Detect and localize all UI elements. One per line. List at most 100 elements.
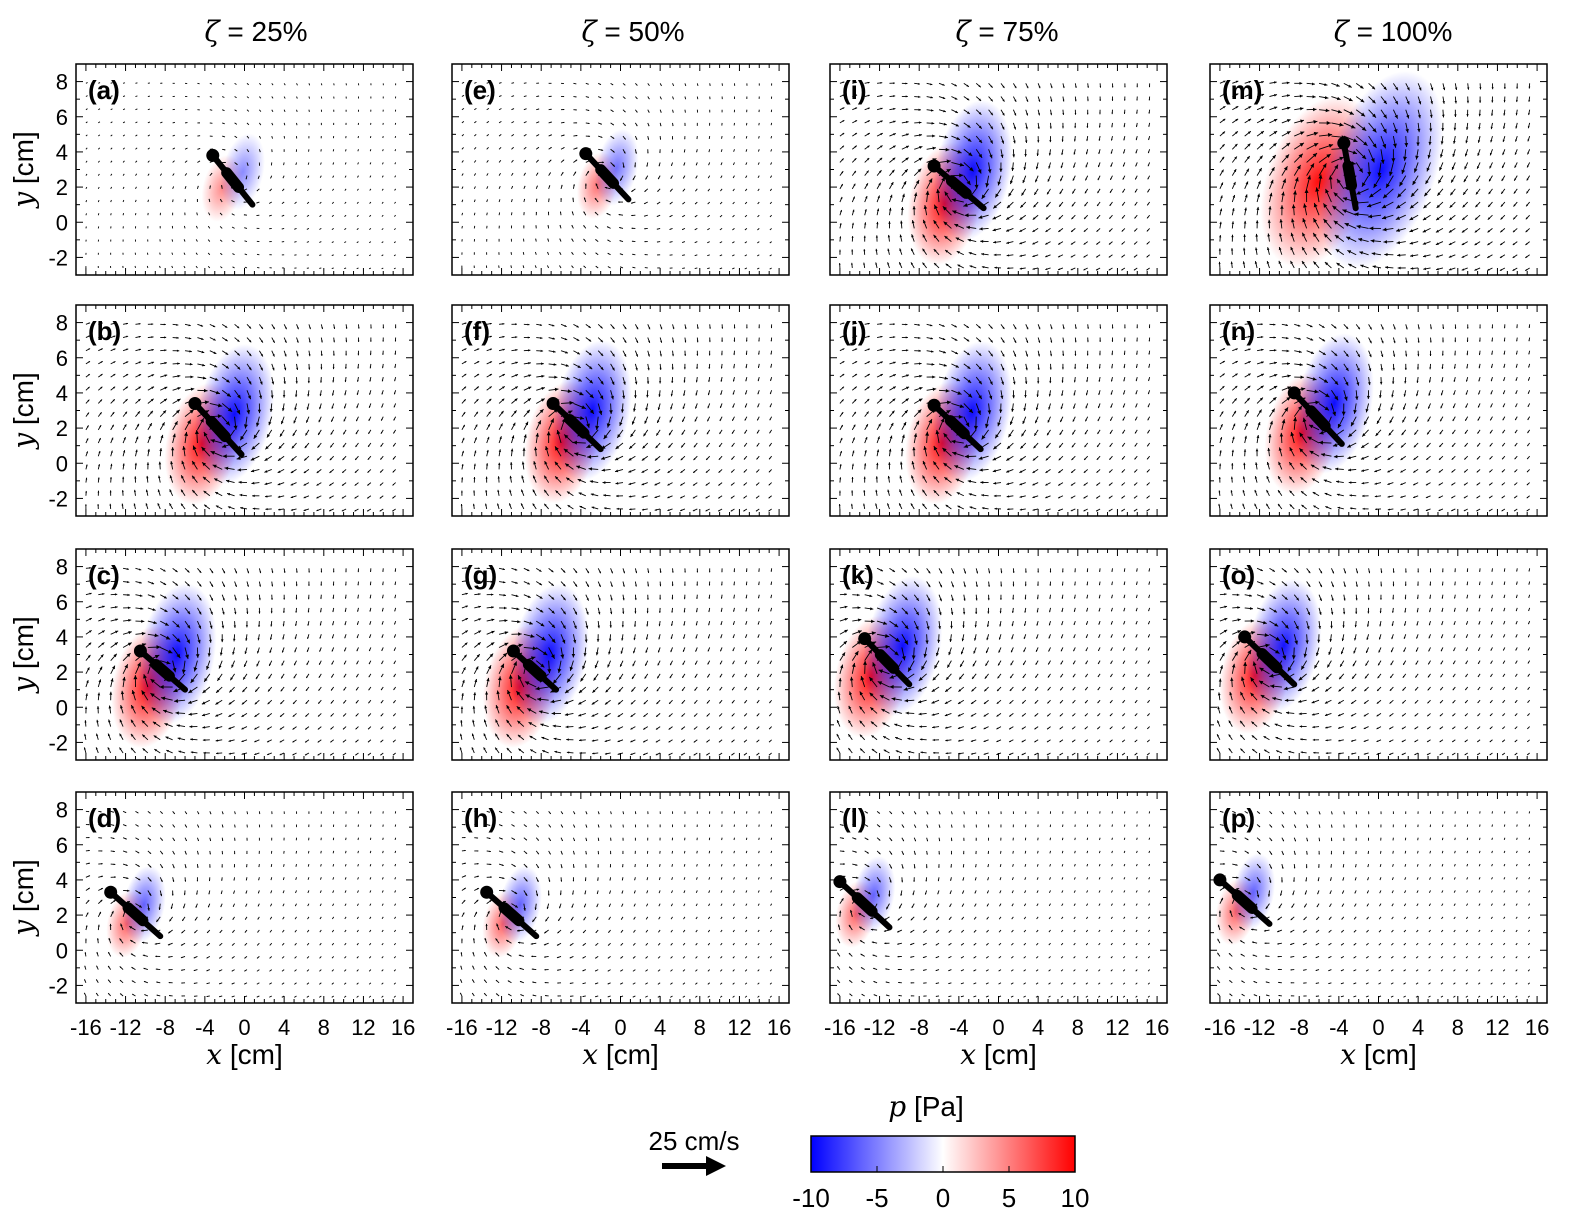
velocity-arrow-head (601, 149, 604, 151)
velocity-arrow (473, 160, 477, 163)
velocity-arrow-head (461, 693, 464, 696)
velocity-arrow-head (270, 624, 273, 627)
velocity-arrow-head (721, 327, 724, 329)
velocity-arrow-head (188, 712, 192, 716)
velocity-arrow-head (193, 667, 198, 672)
velocity-arrow (345, 850, 347, 854)
velocity-arrow-head (147, 908, 150, 911)
velocity-arrow-head (156, 981, 158, 983)
velocity-arrow-head (768, 496, 771, 499)
velocity-arrow (356, 241, 359, 244)
velocity-arrow-head (567, 389, 572, 394)
panel-label: (a) (88, 75, 120, 105)
velocity-arrow-head (604, 702, 608, 705)
velocity-arrow (394, 877, 397, 880)
velocity-arrow-head (125, 851, 128, 853)
velocity-arrow-head (682, 419, 685, 422)
velocity-arrow-head (660, 124, 662, 127)
velocity-arrow-head (135, 436, 139, 440)
velocity-arrow-head (208, 639, 212, 643)
velocity-arrow (294, 995, 297, 998)
velocity-arrow-head (259, 381, 263, 385)
velocity-arrow-head (544, 503, 547, 507)
velocity-arrow-head (464, 335, 467, 338)
velocity-arrow (282, 916, 285, 920)
velocity-arrow-head (547, 238, 549, 240)
velocity-arrow-head (247, 395, 251, 400)
x-tick-label: -12 (110, 1015, 142, 1040)
velocity-arrow-head (354, 509, 357, 512)
velocity-arrow (769, 241, 772, 244)
velocity-arrow-head (237, 366, 241, 370)
velocity-arrow-head (524, 681, 530, 686)
velocity-arrow (281, 214, 285, 217)
velocity-arrow (707, 241, 710, 244)
velocity-arrow (207, 252, 211, 256)
velocity-arrow-head (461, 464, 464, 467)
velocity-arrow-head (474, 437, 477, 440)
velocity-arrow-head (682, 202, 684, 205)
velocity-arrow-head (588, 352, 592, 356)
velocity-arrow-head (333, 340, 335, 343)
velocity-arrow-head (124, 411, 128, 415)
velocity-arrow-head (190, 738, 193, 741)
velocity-arrow-head (489, 373, 492, 377)
velocity-arrow-head (619, 240, 621, 242)
velocity-arrow-head (619, 253, 622, 255)
velocity-arrow-head (331, 649, 334, 652)
velocity-arrow-head (530, 749, 533, 752)
velocity-arrow-head (138, 891, 142, 894)
velocity-arrow-head (164, 336, 167, 339)
velocity-arrow (393, 254, 396, 257)
velocity-arrow-head (512, 173, 514, 175)
velocity-arrow-head (241, 740, 244, 743)
velocity-arrow-head (564, 434, 569, 439)
velocity-arrow (720, 162, 723, 166)
velocity-arrow-head (218, 665, 222, 669)
velocity-arrow-head (379, 483, 382, 486)
velocity-arrow-head (602, 481, 606, 485)
velocity-arrow (769, 267, 772, 270)
velocity-arrow-head (183, 906, 185, 909)
velocity-arrow-head (120, 923, 123, 927)
velocity-arrow-head (591, 701, 595, 705)
velocity-arrow-head (393, 701, 395, 704)
velocity-arrow-head (109, 923, 112, 927)
velocity-arrow (369, 837, 372, 841)
velocity-arrow-head (528, 349, 531, 352)
velocity-arrow-head (720, 393, 722, 395)
velocity-arrow-head (292, 740, 295, 743)
velocity-arrow (461, 212, 464, 216)
velocity-arrow-head (330, 714, 333, 717)
velocity-arrow (393, 228, 396, 231)
velocity-arrow (296, 83, 298, 86)
velocity-arrow-head (126, 361, 129, 364)
y-tick-label: -2 (48, 486, 68, 511)
velocity-arrow-head (163, 323, 166, 326)
velocity-arrow-head (217, 677, 221, 681)
velocity-arrow (573, 82, 577, 85)
velocity-arrow-head (508, 674, 513, 679)
velocity-arrow-head (222, 839, 224, 841)
velocity-arrow (344, 942, 347, 946)
velocity-arrow-head (633, 408, 636, 412)
velocity-arrow-head (554, 750, 558, 754)
velocity-arrow-head (176, 653, 181, 659)
velocity-arrow-head (342, 470, 345, 473)
velocity-arrow-head (614, 457, 619, 461)
velocity-arrow-head (731, 457, 734, 460)
velocity-arrow (745, 135, 748, 139)
velocity-arrow-head (246, 839, 248, 841)
velocity-arrow-head (550, 121, 552, 123)
velocity-arrow-head (356, 636, 359, 639)
velocity-arrow (381, 175, 384, 178)
y-tick-label: 8 (56, 798, 68, 823)
velocity-arrow-head (212, 325, 216, 328)
velocity-arrow (498, 133, 502, 137)
velocity-arrow-head (151, 707, 156, 712)
velocity-arrow-head (367, 457, 370, 460)
velocity-arrow-head (272, 326, 275, 330)
velocity-arrow (197, 147, 201, 150)
velocity-arrow (393, 995, 396, 998)
velocity-arrow-head (550, 147, 552, 149)
